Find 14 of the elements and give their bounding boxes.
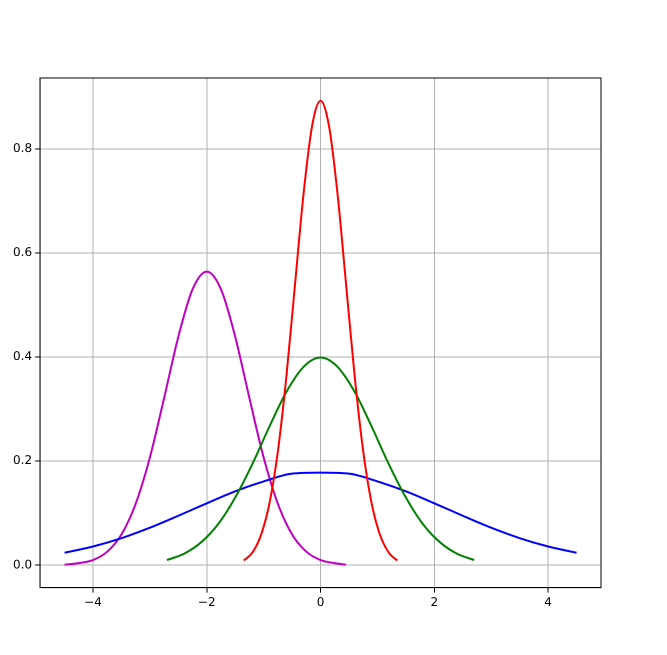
- line-series: [166, 356, 476, 562]
- x-tick-label: −4: [84, 594, 102, 609]
- y-tick-label: 0.0: [12, 557, 32, 572]
- line-series: [242, 100, 398, 562]
- y-tick-label: 0.8: [12, 140, 32, 155]
- y-tick-label: 0.6: [12, 245, 32, 260]
- line-series: [64, 472, 578, 554]
- line-series: [64, 270, 348, 566]
- x-tick-label: 2: [430, 594, 438, 609]
- y-tick-label: 0.4: [12, 349, 32, 364]
- x-tick-label: 4: [544, 594, 552, 609]
- x-tick-label: 0: [316, 594, 324, 609]
- x-tick-label: −2: [198, 594, 216, 609]
- y-tick-label: 0.2: [12, 453, 32, 468]
